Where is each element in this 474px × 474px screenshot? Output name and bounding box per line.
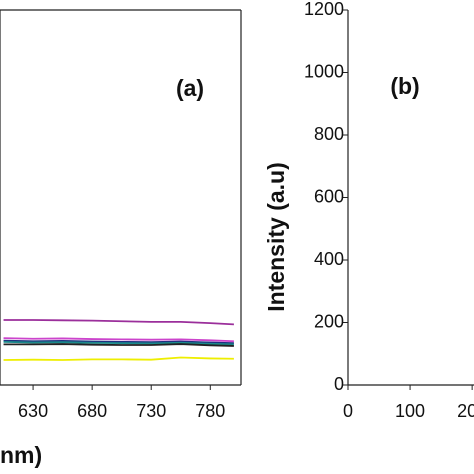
x-tick-label: 680 bbox=[77, 401, 107, 421]
series-line bbox=[3, 343, 234, 347]
y-axis-label: Intensity (a.u) bbox=[263, 162, 289, 312]
y-tick-label: 600 bbox=[314, 186, 344, 206]
x-axis-label: nm) bbox=[0, 442, 42, 468]
x-tick-label: 100 bbox=[395, 401, 425, 421]
series-line bbox=[3, 339, 234, 345]
y-tick-label: 400 bbox=[314, 249, 344, 269]
panel-label: (a) bbox=[176, 75, 204, 101]
x-tick-label: 200 bbox=[457, 401, 474, 421]
x-tick-label: 780 bbox=[195, 401, 225, 421]
y-tick-label: 800 bbox=[314, 124, 344, 144]
x-tick-label: 630 bbox=[18, 401, 48, 421]
y-tick-label: 200 bbox=[314, 311, 344, 331]
y-tick-label: 1200 bbox=[304, 0, 344, 19]
y-tick-label: 1000 bbox=[304, 61, 344, 81]
x-tick-label: 730 bbox=[136, 401, 166, 421]
series-line bbox=[3, 319, 234, 326]
y-tick-label: 0 bbox=[334, 374, 344, 394]
series-line bbox=[3, 337, 234, 343]
x-tick-label: 0 bbox=[343, 401, 353, 421]
series-line bbox=[3, 340, 234, 346]
panel-label: (b) bbox=[390, 73, 419, 99]
series-line bbox=[3, 356, 234, 361]
